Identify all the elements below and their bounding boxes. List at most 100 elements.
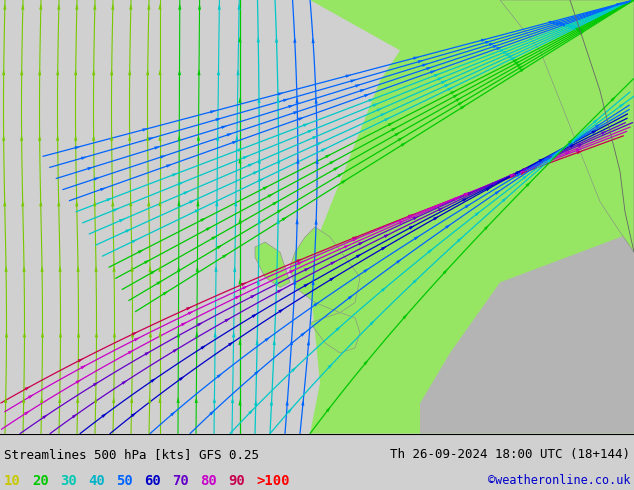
Polygon shape — [283, 99, 289, 102]
Polygon shape — [363, 269, 369, 273]
Polygon shape — [197, 69, 200, 75]
Polygon shape — [238, 218, 242, 224]
Polygon shape — [150, 270, 156, 274]
Polygon shape — [183, 191, 190, 195]
Polygon shape — [426, 67, 432, 71]
Polygon shape — [214, 266, 217, 272]
Polygon shape — [113, 331, 116, 337]
Text: 70: 70 — [172, 474, 189, 488]
Polygon shape — [189, 200, 195, 204]
Polygon shape — [248, 163, 254, 167]
Polygon shape — [330, 261, 336, 265]
Polygon shape — [131, 266, 134, 272]
Polygon shape — [296, 158, 299, 164]
Polygon shape — [257, 278, 260, 285]
Polygon shape — [110, 135, 113, 141]
Polygon shape — [450, 91, 456, 95]
Polygon shape — [430, 70, 436, 74]
Polygon shape — [217, 3, 221, 10]
Polygon shape — [352, 236, 358, 240]
Polygon shape — [298, 117, 304, 121]
Polygon shape — [111, 3, 114, 10]
Polygon shape — [100, 188, 106, 191]
Polygon shape — [92, 135, 95, 141]
Polygon shape — [197, 322, 203, 326]
Polygon shape — [255, 242, 290, 288]
Polygon shape — [198, 3, 201, 10]
Polygon shape — [481, 39, 487, 42]
Polygon shape — [3, 200, 6, 206]
Polygon shape — [538, 158, 545, 163]
Polygon shape — [388, 122, 394, 126]
Polygon shape — [370, 320, 375, 325]
Polygon shape — [509, 174, 515, 177]
Polygon shape — [295, 218, 299, 224]
Polygon shape — [311, 37, 315, 43]
Polygon shape — [77, 331, 80, 337]
Polygon shape — [297, 261, 303, 265]
Polygon shape — [158, 331, 162, 337]
Polygon shape — [59, 331, 62, 337]
Polygon shape — [154, 147, 160, 149]
Polygon shape — [316, 158, 319, 164]
Polygon shape — [162, 291, 169, 295]
Polygon shape — [576, 148, 581, 152]
Polygon shape — [552, 22, 559, 25]
Polygon shape — [595, 123, 601, 128]
Polygon shape — [329, 277, 335, 281]
Polygon shape — [463, 193, 470, 196]
Polygon shape — [216, 118, 222, 122]
Polygon shape — [346, 74, 352, 78]
Polygon shape — [197, 200, 200, 206]
Polygon shape — [113, 208, 119, 212]
Polygon shape — [75, 200, 79, 206]
Polygon shape — [321, 148, 327, 152]
Polygon shape — [485, 41, 491, 44]
Polygon shape — [475, 211, 481, 216]
Text: 20: 20 — [32, 474, 49, 488]
Polygon shape — [196, 266, 199, 272]
Polygon shape — [399, 220, 405, 224]
Polygon shape — [158, 3, 162, 10]
Polygon shape — [578, 144, 584, 147]
Polygon shape — [5, 331, 8, 337]
Polygon shape — [438, 207, 444, 211]
Polygon shape — [344, 245, 350, 248]
Polygon shape — [4, 397, 7, 403]
Polygon shape — [578, 29, 585, 34]
Polygon shape — [422, 64, 428, 67]
Polygon shape — [427, 248, 433, 253]
Polygon shape — [572, 25, 578, 29]
Polygon shape — [146, 135, 149, 141]
Polygon shape — [129, 200, 133, 206]
Polygon shape — [348, 294, 354, 299]
Polygon shape — [384, 118, 391, 122]
Polygon shape — [41, 266, 44, 272]
Polygon shape — [448, 87, 453, 91]
Polygon shape — [181, 322, 187, 326]
Polygon shape — [170, 411, 176, 416]
Polygon shape — [455, 98, 462, 102]
Polygon shape — [453, 94, 459, 98]
Polygon shape — [592, 130, 597, 134]
Polygon shape — [2, 135, 5, 141]
Polygon shape — [513, 59, 519, 63]
Polygon shape — [611, 96, 616, 101]
Polygon shape — [276, 97, 280, 103]
Polygon shape — [213, 397, 216, 403]
Polygon shape — [355, 84, 361, 88]
Polygon shape — [377, 108, 383, 112]
Polygon shape — [178, 135, 181, 141]
Polygon shape — [178, 69, 181, 75]
Polygon shape — [238, 278, 242, 284]
Polygon shape — [616, 3, 623, 6]
Polygon shape — [111, 200, 114, 206]
Polygon shape — [122, 380, 127, 385]
Polygon shape — [226, 133, 233, 137]
Polygon shape — [138, 249, 144, 254]
Polygon shape — [326, 407, 331, 412]
Polygon shape — [516, 171, 522, 174]
Polygon shape — [358, 242, 365, 245]
Polygon shape — [484, 225, 489, 230]
Polygon shape — [23, 331, 26, 337]
